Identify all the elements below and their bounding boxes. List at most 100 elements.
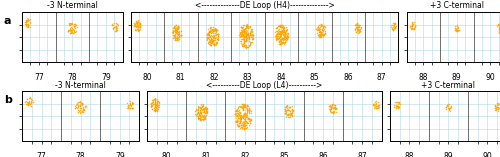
- Point: [201, 106, 209, 109]
- Point: [316, 30, 324, 33]
- Point: [242, 46, 250, 49]
- Point: [154, 106, 162, 108]
- Point: [240, 43, 248, 45]
- Point: [200, 108, 208, 110]
- Point: [113, 23, 121, 25]
- Point: [322, 30, 330, 32]
- Point: [493, 24, 500, 27]
- Point: [211, 29, 219, 31]
- Point: [244, 117, 252, 120]
- Point: [172, 27, 179, 30]
- Point: [192, 110, 200, 112]
- Point: [494, 24, 500, 27]
- Point: [235, 117, 243, 120]
- Point: [206, 39, 214, 42]
- Point: [232, 123, 240, 126]
- Point: [24, 103, 32, 105]
- Point: [491, 104, 499, 106]
- Point: [170, 35, 178, 38]
- Point: [204, 40, 212, 43]
- Point: [130, 24, 138, 27]
- Point: [152, 103, 160, 106]
- Point: [24, 102, 32, 104]
- Point: [206, 29, 214, 32]
- Point: [240, 108, 248, 110]
- Point: [355, 31, 363, 34]
- Point: [282, 105, 290, 108]
- Point: [153, 98, 161, 100]
- Point: [389, 28, 397, 31]
- Point: [212, 43, 220, 45]
- Point: [238, 29, 246, 32]
- Point: [234, 113, 242, 115]
- Point: [284, 109, 292, 112]
- Point: [408, 24, 416, 27]
- Point: [78, 111, 86, 113]
- Point: [352, 23, 360, 26]
- Point: [245, 40, 253, 43]
- Point: [152, 101, 160, 103]
- Point: [134, 20, 142, 23]
- Point: [328, 111, 336, 113]
- Point: [240, 120, 248, 123]
- Point: [314, 25, 322, 28]
- Point: [66, 29, 74, 31]
- Point: [352, 22, 360, 25]
- Point: [200, 111, 208, 114]
- Point: [274, 30, 281, 32]
- Point: [210, 27, 218, 30]
- Point: [202, 116, 209, 119]
- Point: [391, 22, 399, 25]
- Point: [282, 29, 290, 31]
- Point: [316, 36, 324, 38]
- Point: [232, 112, 240, 114]
- Point: [374, 106, 382, 108]
- Point: [112, 29, 120, 31]
- Point: [236, 119, 244, 122]
- Point: [134, 26, 142, 29]
- Point: [454, 28, 462, 31]
- Point: [453, 29, 461, 31]
- Point: [246, 122, 254, 124]
- Point: [242, 32, 250, 35]
- Point: [321, 32, 329, 34]
- Point: [274, 25, 282, 28]
- Point: [372, 107, 380, 109]
- Point: [247, 29, 255, 31]
- Point: [149, 103, 157, 106]
- Point: [317, 23, 325, 26]
- Point: [21, 21, 29, 24]
- Point: [275, 37, 283, 40]
- Point: [241, 36, 249, 39]
- Point: [280, 41, 288, 43]
- Point: [206, 28, 214, 31]
- Point: [317, 35, 325, 38]
- Point: [196, 113, 203, 115]
- Point: [354, 27, 362, 30]
- Point: [284, 106, 292, 108]
- Point: [240, 28, 248, 31]
- Point: [211, 27, 219, 29]
- Point: [272, 37, 280, 39]
- Point: [199, 108, 207, 111]
- Point: [24, 25, 32, 27]
- Point: [72, 24, 80, 26]
- Point: [280, 29, 287, 32]
- Point: [496, 108, 500, 110]
- Point: [284, 105, 292, 107]
- Point: [496, 29, 500, 32]
- Point: [374, 103, 382, 106]
- Point: [243, 110, 251, 113]
- Point: [243, 25, 251, 27]
- Point: [130, 23, 138, 26]
- Point: [206, 29, 214, 32]
- Point: [236, 121, 244, 123]
- Point: [196, 115, 204, 118]
- Point: [236, 119, 244, 121]
- Point: [213, 33, 221, 35]
- Point: [237, 105, 245, 108]
- Point: [246, 32, 254, 35]
- Point: [242, 114, 250, 116]
- Point: [238, 123, 246, 126]
- Point: [204, 33, 212, 35]
